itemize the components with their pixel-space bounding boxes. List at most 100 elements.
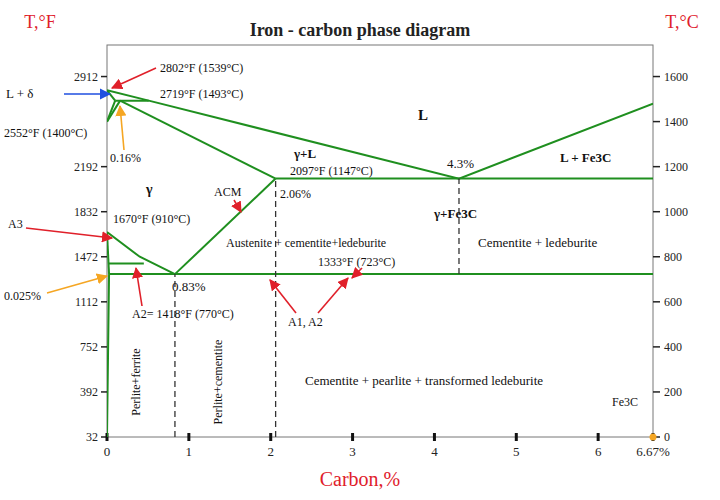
annotation: L + δ (6, 86, 33, 101)
plot-frame (107, 45, 653, 437)
annotation: 4.3% (447, 156, 474, 171)
x-tick-label: 2 (267, 444, 274, 459)
arrow (234, 200, 241, 212)
x-tick-label: 5 (513, 444, 520, 459)
phase-boundary (458, 179, 459, 275)
arrow (136, 268, 142, 306)
x-tick (351, 433, 354, 441)
y2-axis-label: T,°F (24, 12, 55, 32)
y2-tick-label: 752 (80, 340, 98, 354)
annotation: γ+L (293, 146, 316, 161)
x-axis-label: Carbon,% (320, 468, 401, 490)
annotation: γ (145, 182, 153, 197)
annotation: 1670°F (910°C) (113, 212, 190, 226)
annotation: 2552°F (1400°C) (4, 126, 87, 140)
point-marker (650, 434, 657, 441)
annotation: 2.06% (280, 187, 311, 201)
annotation: 1333°F (723°C) (318, 255, 395, 269)
arrow (26, 228, 112, 238)
arrow (318, 278, 348, 313)
annotation: Austenite + cementite+ledeburite (226, 236, 386, 250)
y-tick (653, 301, 660, 303)
phase-boundary (174, 274, 175, 437)
x-tick (597, 433, 600, 441)
y-tick (653, 211, 660, 213)
phase-boundary (109, 273, 653, 275)
annotation: 2719°F (1493°C) (160, 87, 243, 101)
annotation: Fe3C (612, 395, 638, 409)
phase-boundary (107, 90, 115, 100)
annotation: γ+Fe3C (433, 206, 477, 221)
annotation: 0.025% (4, 289, 41, 303)
x-tick-label: 4 (431, 444, 438, 459)
y-tick (653, 76, 660, 78)
x-tick-label: 6 (595, 444, 602, 459)
y-tick-label: 0 (664, 430, 670, 444)
x-tick-label: 6.67% (636, 444, 670, 459)
annotation: A2= 1418°F (770°C) (132, 307, 234, 321)
phase-boundary (109, 263, 144, 265)
arrow (120, 106, 124, 150)
y2-tick (101, 211, 107, 213)
y2-tick (101, 391, 107, 393)
annotation: Perlite+ferrite (129, 348, 143, 415)
y2-tick (101, 256, 107, 258)
y-tick-label: 800 (664, 250, 682, 264)
y2-tick (101, 346, 107, 348)
y-tick-label: 600 (664, 295, 682, 309)
y-tick-label: 400 (664, 340, 682, 354)
y2-tick-label: 1472 (74, 250, 98, 264)
y-tick-label: 1000 (664, 205, 688, 219)
x-tick (433, 433, 436, 441)
x-tick (187, 433, 190, 441)
y2-tick-label: 1112 (75, 295, 98, 309)
curves (107, 90, 653, 437)
arrow (352, 268, 362, 278)
x-tick (269, 433, 272, 441)
phase-boundary (175, 179, 276, 275)
x-tick-label: 1 (186, 444, 193, 459)
phase-diagram: Iron - carbon phase diagram T,°F T,°C Carbo… (0, 0, 720, 500)
phase-boundary (275, 179, 276, 437)
x-tick-label: 0 (104, 444, 111, 459)
annotation: A1, A2 (288, 315, 323, 329)
y2-tick (101, 166, 107, 168)
y2-tick (101, 301, 107, 303)
y2-tick (101, 76, 107, 78)
phase-boundary (107, 232, 175, 274)
arrow (47, 276, 107, 293)
phase-boundary (120, 101, 276, 179)
arrow (64, 93, 110, 95)
y-tick (653, 121, 660, 123)
y-axis-label: T,°C (665, 12, 698, 32)
y-tick (653, 256, 660, 258)
annotation: Cementite + ledeburite (478, 235, 597, 250)
y-tick (653, 166, 660, 168)
annotation: Cementite + pearlite + transformed ledeb… (305, 373, 543, 388)
y2-tick-label: 1832 (74, 205, 98, 219)
annotation: L (418, 107, 428, 123)
annotation: ACM (214, 185, 242, 199)
arrow (112, 68, 156, 88)
y-tick (653, 391, 660, 393)
annotation: 0.83% (172, 279, 206, 294)
y2-tick-label: 392 (80, 385, 98, 399)
y2-tick-label: 2192 (74, 160, 98, 174)
title: Iron - carbon phase diagram (250, 20, 471, 40)
phase-boundary (107, 274, 109, 437)
annotation: 2097°F (1147°C) (290, 164, 373, 178)
y-tick-label: 1200 (664, 160, 688, 174)
annotation: Perlite+cementite (211, 340, 225, 425)
y-tick (653, 346, 660, 348)
annotation: L + Fe3C (560, 150, 611, 165)
phase-boundary (107, 90, 653, 178)
y2-tick-label: 2912 (74, 70, 98, 84)
y-tick-label: 1400 (664, 115, 688, 129)
annotation: 2802°F (1539°C) (160, 61, 243, 75)
y-tick-label: 200 (664, 385, 682, 399)
x-tick-label: 3 (349, 444, 356, 459)
phase-boundary (107, 101, 120, 122)
annotation: 0.16% (110, 151, 141, 165)
x-tick (515, 433, 518, 441)
arrow (270, 280, 296, 313)
